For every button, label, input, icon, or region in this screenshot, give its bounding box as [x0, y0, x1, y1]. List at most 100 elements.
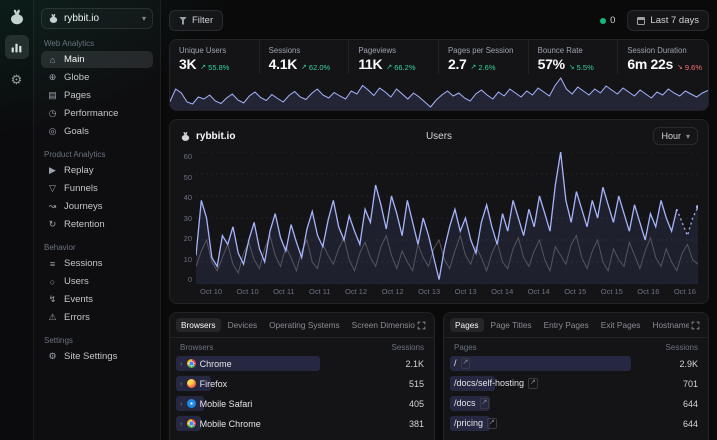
stat-sessions[interactable]: Sessions 4.1K ↗ 62.0%: [260, 40, 350, 74]
sidebar-item-main[interactable]: ⌂ Main: [41, 51, 153, 68]
x-tick-label: Oct 11: [309, 287, 331, 296]
expand-button[interactable]: [689, 321, 702, 330]
table-row[interactable]: › Mobile Safari 405: [176, 395, 428, 412]
events-icon: ↯: [48, 294, 57, 304]
table-row[interactable]: /docs ↗ 644: [450, 395, 702, 412]
table-row[interactable]: /pricing ↗ 644: [450, 415, 702, 432]
x-tick-label: Oct 12: [345, 287, 368, 296]
row-label: Mobile Safari: [199, 398, 253, 409]
settings-rail-button[interactable]: ⚙: [5, 67, 29, 91]
analytics-rail-button[interactable]: [4, 35, 29, 59]
stat-value-row: 3K ↗ 55.8%: [179, 56, 250, 72]
browsers-card: Browsers Devices Operating Systems Screen D…: [169, 312, 435, 440]
stat-label: Unique Users: [179, 46, 227, 55]
calendar-icon: [637, 16, 646, 25]
stat-unique-users[interactable]: Unique Users 3K ↗ 55.8%: [170, 40, 260, 74]
tab-page-titles[interactable]: Page Titles: [490, 320, 532, 330]
row-bar: [450, 376, 496, 391]
firefox-icon: [186, 379, 196, 388]
stat-label: Session Duration: [627, 46, 687, 55]
tab-operating-systems[interactable]: Operating Systems: [269, 320, 340, 330]
sessions-icon: ≡: [49, 258, 56, 269]
trend-down-icon: ↘: [568, 64, 575, 71]
rybbit-rabbit-icon: [10, 9, 23, 25]
tab-exit-pages[interactable]: Exit Pages: [600, 320, 641, 330]
row-left: / ↗: [450, 358, 471, 369]
filter-button[interactable]: Filter: [169, 10, 224, 31]
site-selector[interactable]: rybbit.io ▾: [41, 8, 153, 29]
funnels-icon: ▽: [49, 183, 56, 193]
trend-up-icon: ↗: [200, 64, 207, 71]
interval-select[interactable]: Hour ▾: [653, 127, 698, 145]
stat-pageviews[interactable]: Pageviews 11K ↗ 66.2%: [349, 40, 439, 74]
date-range-button[interactable]: Last 7 days: [627, 10, 709, 31]
sidebar-item-goals[interactable]: ◎ Goals: [41, 123, 153, 140]
sidebar-item-errors[interactable]: ⚠ Errors: [41, 309, 153, 326]
external-link-icon[interactable]: ↗: [528, 378, 538, 389]
sidebar-item-retention[interactable]: ↻ Retention: [41, 216, 153, 233]
table-row[interactable]: › Mobile Chrome 381: [176, 415, 428, 432]
trend-up-icon: ↗: [386, 64, 393, 71]
tab-entry-pages[interactable]: Entry Pages: [543, 320, 589, 330]
table-row[interactable]: / ↗ 2.9K: [450, 355, 702, 372]
sidebar: rybbit.io ▾ Web Analytics ⌂ Main ⊕ Globe ▤ Pag…: [34, 0, 161, 440]
trend-up-icon: ↗: [470, 64, 477, 71]
x-tick-label: Oct 12: [381, 287, 404, 296]
x-tick-label: Oct 14: [527, 287, 550, 296]
stat-session-duration[interactable]: Session Duration 6m 22s ↘ 9.6%: [618, 40, 708, 74]
x-tick-label: Oct 13: [454, 287, 477, 296]
y-tick-label: 0: [187, 275, 192, 284]
performance-icon: ◷: [48, 108, 57, 118]
users-icon: ○: [49, 276, 56, 287]
chart-header-right: Hour ▾: [588, 127, 698, 145]
row-value: 644: [682, 418, 698, 429]
tabs: Browsers Devices Operating Systems Screen D…: [176, 318, 415, 332]
stat-change: ↗ 2.6%: [471, 63, 496, 72]
tab-hostnames[interactable]: Hostnames: [652, 320, 689, 330]
sidebar-item-journeys[interactable]: ↝ Journeys: [41, 198, 153, 215]
live-count: 0: [610, 15, 616, 26]
stat-bounce-rate[interactable]: Bounce Rate 57% ↘ 5.5%: [529, 40, 619, 74]
sidebar-item-sessions[interactable]: ≡ Sessions: [41, 255, 153, 272]
sidebar-item-pages[interactable]: ▤ Pages: [41, 87, 153, 104]
sidebar-item-replay[interactable]: ▶ Replay: [41, 162, 153, 179]
row-left: /pricing ↗: [450, 418, 497, 429]
sidebar-item-performance[interactable]: ◷ Performance: [41, 105, 153, 122]
sidebar-item-site-settings[interactable]: ⚙ Site Settings: [41, 348, 153, 365]
table-header: Browsers Sessions: [170, 338, 434, 355]
x-tick-label: Oct 10: [200, 287, 223, 296]
table-row[interactable]: /docs/self-hosting ↗ 701: [450, 375, 702, 392]
sidebar-item-label: Main: [64, 54, 85, 65]
topbar: Filter 0 Last 7 days: [169, 10, 709, 31]
tab-screen-dimension[interactable]: Screen Dimension: [351, 320, 415, 330]
expand-button[interactable]: [415, 321, 428, 330]
table-row[interactable]: › Firefox 515: [176, 375, 428, 392]
y-tick-label: 50: [183, 172, 192, 182]
sidebar-item-users[interactable]: ○ Users: [41, 273, 153, 290]
stat-pages-per-session[interactable]: Pages per Session 2.7 ↗ 2.6%: [439, 40, 529, 74]
rybbit-logo[interactable]: [7, 7, 27, 27]
pages-icon: ▤: [48, 90, 57, 100]
sidebar-item-funnels[interactable]: ▽ Funnels: [41, 180, 153, 197]
stat-label: Pages per Session: [447, 46, 514, 55]
external-link-icon[interactable]: ↗: [487, 418, 497, 429]
trend-down-icon: ↘: [677, 64, 683, 71]
tab-devices[interactable]: Devices: [227, 320, 258, 330]
row-label: /docs/self-hosting: [454, 378, 525, 389]
plot-area: [196, 152, 698, 284]
journeys-icon: ↝: [48, 201, 57, 211]
stats-card: Unique Users 3K ↗ 55.8% Sessions 4.1K ↗ 62.0% Pa…: [169, 39, 709, 111]
row-label: /pricing: [454, 418, 484, 429]
stat-change-pct: 66.2%: [394, 62, 416, 72]
live-users-indicator[interactable]: 0: [600, 15, 615, 26]
external-link-icon[interactable]: ↗: [479, 398, 490, 409]
chevron-down-icon: ▾: [141, 14, 146, 23]
table-row[interactable]: › Chrome 2.1K: [176, 355, 428, 372]
sidebar-item-events[interactable]: ↯ Events: [41, 291, 153, 308]
globe-icon: ⊕: [48, 72, 57, 82]
sidebar-item-globe[interactable]: ⊕ Globe: [41, 69, 153, 86]
tab-pages[interactable]: Pages: [450, 318, 484, 332]
external-link-icon[interactable]: ↗: [460, 358, 471, 369]
tab-browsers[interactable]: Browsers: [176, 318, 221, 332]
x-tick-label: Oct 14: [491, 287, 514, 296]
